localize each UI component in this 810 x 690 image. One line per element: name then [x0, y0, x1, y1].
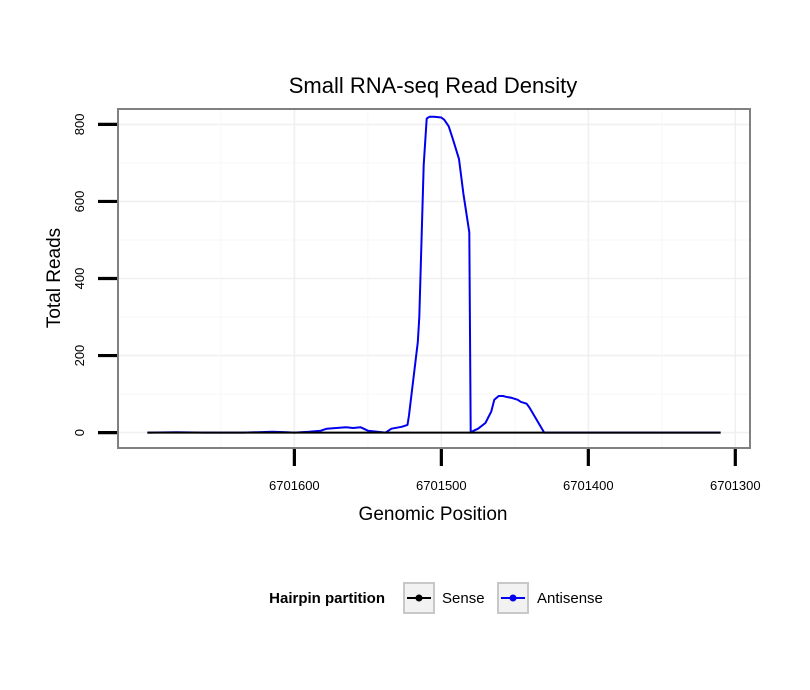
x-tick-label-6701300: 6701300: [710, 478, 761, 493]
y-tick-label-800: 800: [72, 114, 87, 136]
x-tick-label-6701400: 6701400: [563, 478, 614, 493]
series-layer: [147, 115, 721, 434]
x-tick-label-6701600: 6701600: [269, 478, 320, 493]
plot-panel-border: [117, 108, 751, 449]
y-tick-label-400: 400: [72, 268, 87, 290]
plot-grid: [118, 109, 750, 448]
legend: Hairpin partition Sense Antisense: [269, 582, 603, 614]
legend-title: Hairpin partition: [269, 590, 385, 607]
x-tick-label-6701500: 6701500: [416, 478, 467, 493]
axis-ticks: 0 200 400 600 800 6701600 6701500 6701400 670130…: [72, 114, 761, 493]
y-axis-title: Total Reads: [44, 228, 65, 328]
legend-point-antisense: [509, 594, 517, 602]
y-tick-label-200: 200: [72, 345, 87, 367]
legend-label-sense: Sense: [442, 590, 485, 607]
y-tick-label-600: 600: [72, 191, 87, 213]
legend-entry-antisense[interactable]: Antisense: [497, 582, 603, 614]
legend-entry-sense[interactable]: Sense: [403, 582, 485, 614]
y-tick-label-0: 0: [72, 429, 87, 436]
chart-title: Small RNA-seq Read Density: [289, 73, 578, 98]
legend-label-antisense: Antisense: [537, 590, 603, 607]
legend-point-sense: [415, 594, 423, 602]
x-axis-title: Genomic Position: [359, 504, 508, 525]
